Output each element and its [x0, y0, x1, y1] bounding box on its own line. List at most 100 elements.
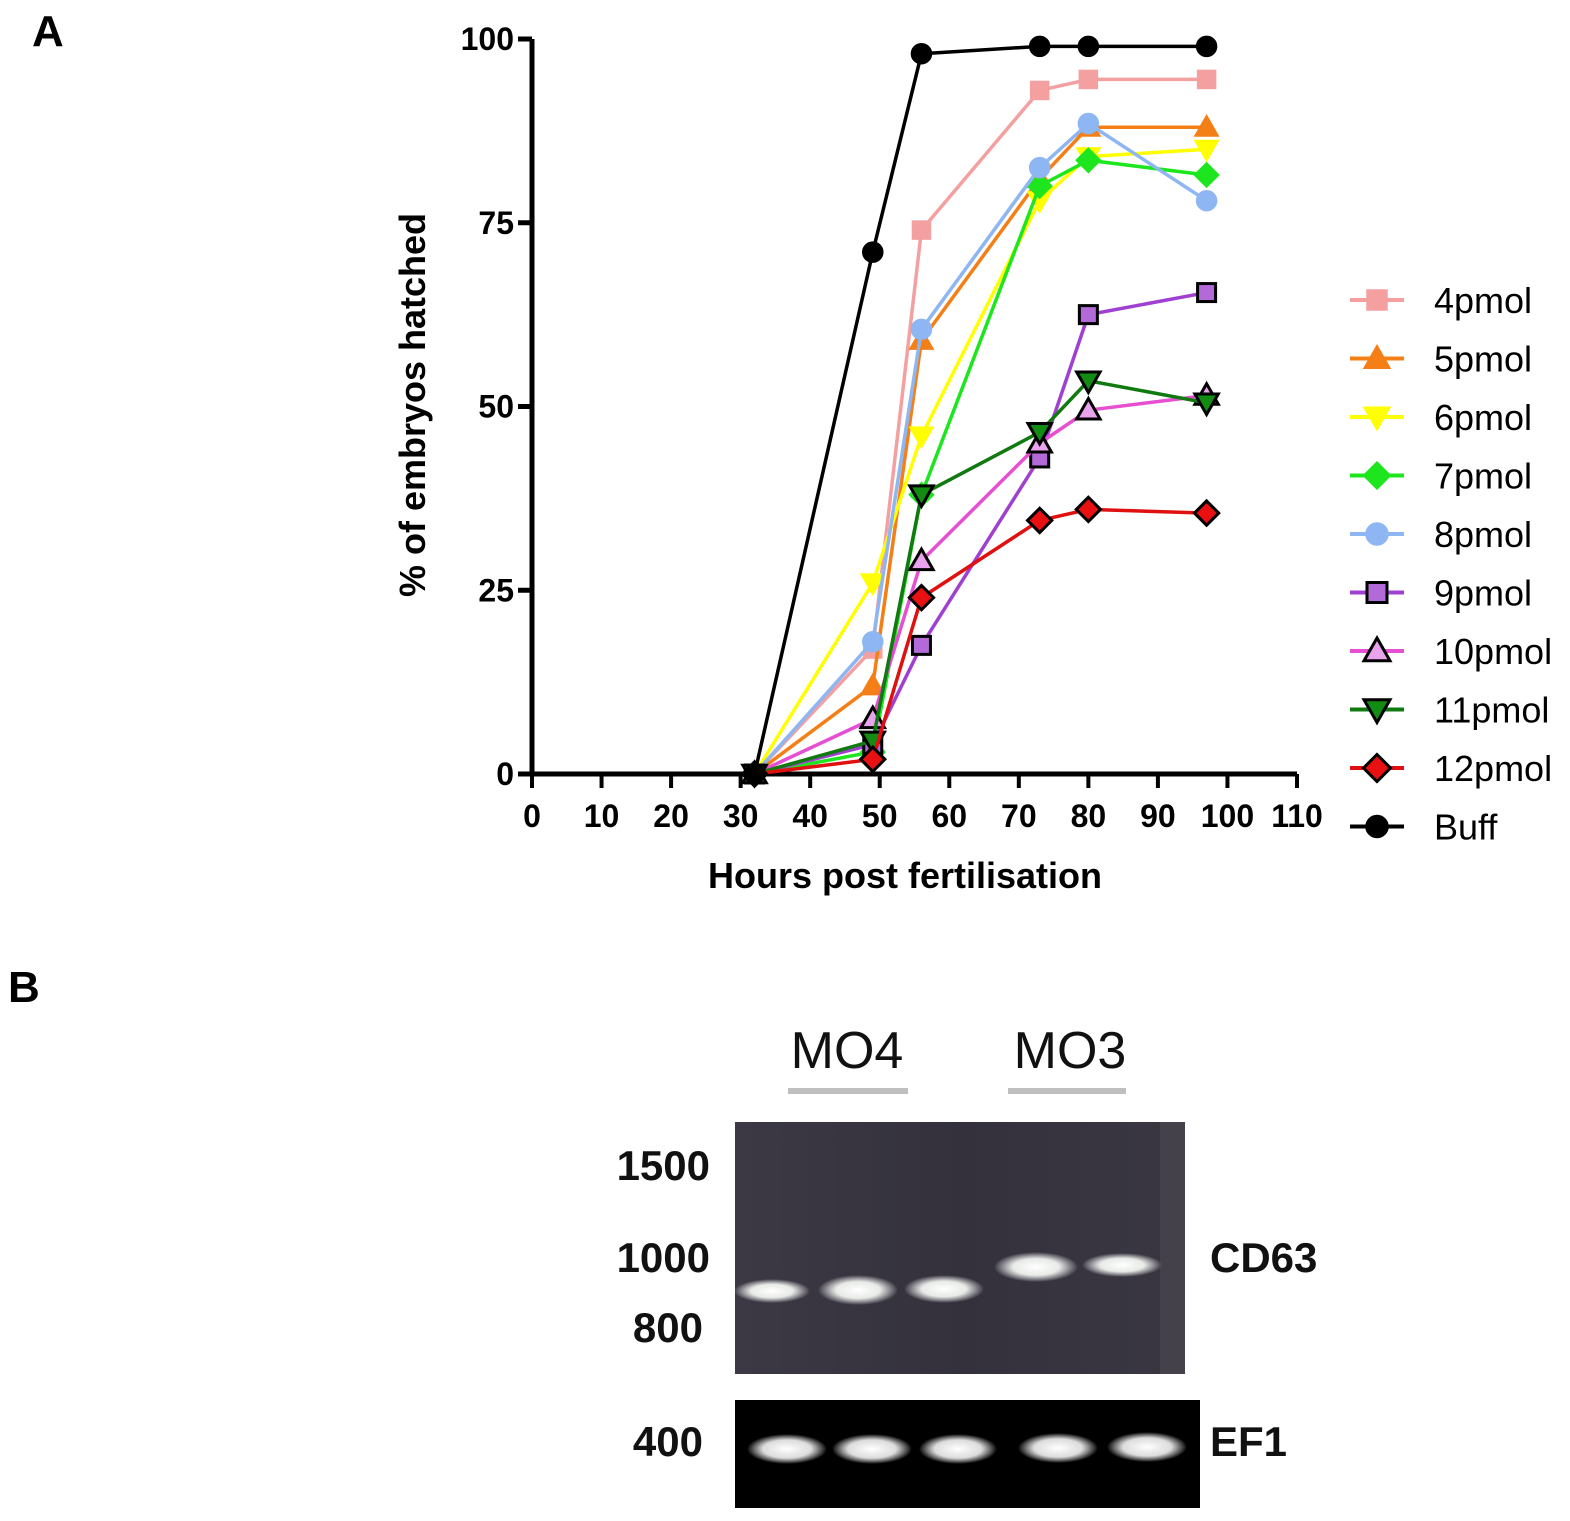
- data-point: [907, 546, 936, 572]
- gel-cd63-background: [735, 1122, 1185, 1374]
- band-label-cd63: CD63: [1210, 1234, 1317, 1281]
- series-Buff: [743, 35, 1218, 785]
- gel-band: [1018, 1433, 1098, 1463]
- x-tick-label: 0: [523, 798, 541, 834]
- x-tick-label: 30: [723, 798, 759, 834]
- data-point: [1193, 139, 1220, 163]
- data-point: [910, 42, 933, 65]
- data-point: [1077, 35, 1100, 58]
- data-point: [1192, 498, 1221, 528]
- gel-band: [919, 1434, 997, 1464]
- data-point: [908, 426, 935, 450]
- legend-label: 7pmol: [1434, 456, 1532, 497]
- legend-label: 11pmol: [1434, 690, 1549, 731]
- legend-item-10pmol: 10pmol: [1350, 631, 1552, 672]
- legend-label: 10pmol: [1434, 631, 1552, 672]
- ef1-bands: [747, 1432, 1187, 1464]
- legend-label: Buff: [1434, 807, 1498, 848]
- legend-marker: [1362, 406, 1392, 432]
- data-point: [1025, 506, 1054, 535]
- data-point: [1026, 172, 1053, 200]
- gel-band: [1082, 1253, 1162, 1277]
- legend-item-9pmol: 9pmol: [1350, 573, 1532, 614]
- legend-label: 8pmol: [1434, 514, 1532, 555]
- legend-marker: [1361, 752, 1393, 784]
- series-line-5pmol: [753, 125, 1207, 776]
- data-point: [1025, 421, 1054, 447]
- legend-marker: [1362, 460, 1392, 491]
- series-12pmol: [740, 495, 1221, 789]
- legend-marker: [1365, 522, 1389, 546]
- legend-label: 5pmol: [1434, 339, 1532, 380]
- series-line-4pmol: [753, 77, 1207, 776]
- legend-item-6pmol: 6pmol: [1350, 397, 1532, 438]
- data-point: [911, 220, 932, 240]
- gel-band: [734, 1279, 810, 1303]
- panel-b-label: B: [8, 963, 40, 1012]
- data-point: [743, 763, 766, 785]
- series-line-11pmol: [754, 379, 1207, 776]
- data-point: [910, 634, 932, 656]
- series-line-8pmol: [753, 121, 1208, 776]
- legend-item-7pmol: 7pmol: [1350, 456, 1532, 497]
- data-point: [907, 484, 936, 510]
- y-tick-label: 50: [478, 389, 514, 425]
- series-10pmol: [740, 380, 1221, 785]
- legend-item-5pmol: 5pmol: [1350, 339, 1532, 380]
- series-5pmol: [741, 113, 1220, 784]
- data-point: [1196, 69, 1217, 90]
- x-tick-label: 110: [1271, 798, 1323, 834]
- legend-label: 4pmol: [1434, 280, 1532, 321]
- legend-marker: [1365, 581, 1389, 604]
- data-point: [859, 672, 886, 696]
- x-tick-label: 10: [584, 798, 620, 834]
- legend-item-11pmol: 11pmol: [1350, 690, 1549, 731]
- legend-item-Buff: Buff: [1350, 807, 1498, 848]
- gel-band: [1107, 1432, 1187, 1462]
- legend-item-12pmol: 12pmol: [1350, 748, 1552, 789]
- legend-marker: [1361, 634, 1393, 663]
- gel-image: MO4 MO3 1500 1000 800 400 CD: [617, 1022, 1317, 1508]
- data-point: [1193, 113, 1220, 137]
- axes: 0 25 50 75 100 0 10 20 30 40 50 60 70 80 90 100 110: [461, 21, 1323, 834]
- y-tick-label: 75: [478, 205, 514, 241]
- data-point: [1074, 495, 1103, 524]
- legend-item-4pmol: 4pmol: [1350, 280, 1532, 321]
- data-series: [740, 35, 1221, 789]
- data-point: [1195, 189, 1218, 212]
- ladder-label-800: 800: [633, 1304, 703, 1351]
- data-point: [1193, 161, 1220, 189]
- data-point: [1074, 395, 1103, 421]
- data-point: [859, 573, 886, 597]
- y-tick-label: 0: [496, 756, 514, 792]
- data-point: [907, 583, 936, 612]
- series-line-6pmol: [753, 147, 1207, 775]
- lane-group-label-mo4: MO4: [791, 1022, 904, 1080]
- y-tick-label: 25: [478, 572, 514, 608]
- x-tick-label: 60: [931, 798, 967, 834]
- series-8pmol: [743, 112, 1218, 785]
- data-point: [910, 318, 933, 341]
- lane-group-label-mo3: MO3: [1014, 1022, 1127, 1080]
- gel-band: [818, 1275, 898, 1305]
- legend: 4pmol 5pmol 6pmol 7pmol 8pmol 9pmol 10pmol 11pm…: [1350, 280, 1552, 848]
- data-point: [1074, 370, 1103, 396]
- data-point: [1075, 147, 1102, 174]
- data-point: [1195, 35, 1218, 58]
- series-line-9pmol: [754, 290, 1207, 776]
- x-tick-label: 20: [653, 798, 689, 834]
- data-point: [1196, 282, 1218, 304]
- data-point: [858, 745, 888, 774]
- series-11pmol: [740, 370, 1221, 789]
- legend-marker: [1365, 814, 1389, 839]
- data-point: [1077, 112, 1100, 135]
- legend-label: 6pmol: [1434, 397, 1532, 438]
- gel-band: [994, 1252, 1078, 1282]
- x-tick-label: 40: [792, 798, 828, 834]
- series-line-Buff: [752, 44, 1207, 775]
- gel-band: [832, 1434, 912, 1464]
- data-point: [862, 241, 884, 263]
- x-tick-label: 50: [862, 798, 898, 834]
- series-line-10pmol: [753, 393, 1207, 776]
